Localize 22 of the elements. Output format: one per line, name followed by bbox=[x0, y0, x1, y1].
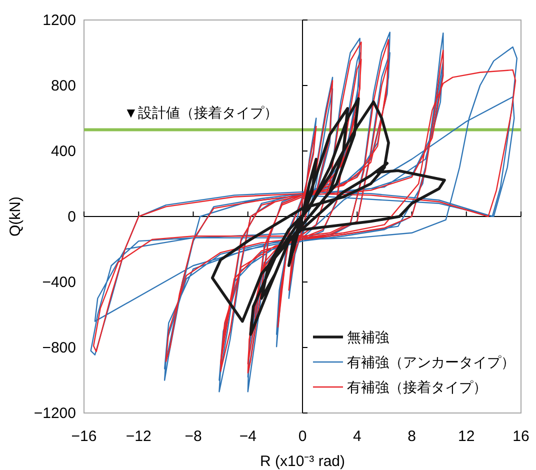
ref-line-label: ▼設計値（接着タイプ） bbox=[124, 104, 278, 121]
legend-label: 無補強 bbox=[347, 329, 389, 345]
y-tick-label: 400 bbox=[50, 143, 76, 160]
y-title: Q(kN) bbox=[7, 196, 24, 236]
y-tick-label: 1200 bbox=[42, 12, 76, 29]
x-tick-label: −4 bbox=[239, 428, 256, 445]
y-tick-label: −400 bbox=[42, 274, 76, 291]
x-tick-label: 0 bbox=[298, 428, 307, 445]
legend-label: 有補強（アンカータイプ） bbox=[347, 354, 515, 370]
x-tick-label: −16 bbox=[71, 428, 97, 445]
legend-label: 有補強（接着タイプ） bbox=[347, 379, 487, 395]
y-tick-label: 800 bbox=[50, 78, 76, 94]
x-title: R (x10⁻³ rad) bbox=[260, 453, 346, 470]
x-tick-label: 12 bbox=[458, 428, 475, 445]
y-tick-label: −1200 bbox=[34, 405, 76, 422]
y-tick-label: 0 bbox=[68, 208, 76, 226]
y-tick-label: −800 bbox=[42, 340, 76, 356]
x-tick-label: 8 bbox=[408, 428, 416, 445]
x-tick-label: −12 bbox=[126, 428, 152, 445]
x-tick-label: −8 bbox=[184, 428, 202, 445]
x-tick-label: 16 bbox=[512, 428, 530, 445]
x-tick-label: 4 bbox=[352, 428, 362, 445]
